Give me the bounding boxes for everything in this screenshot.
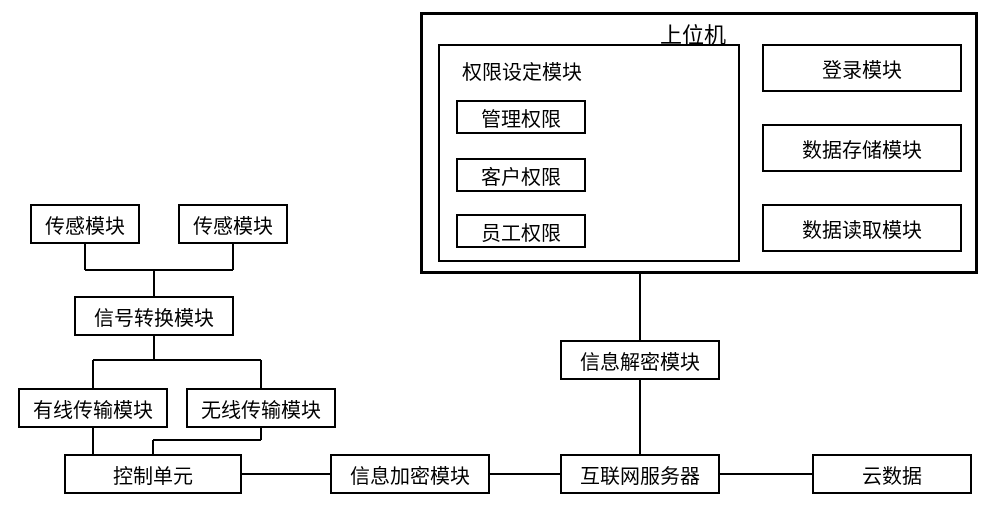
server: 互联网服务器 (560, 454, 720, 494)
server-label: 互联网服务器 (580, 460, 700, 489)
wireless-label: 无线传输模块 (201, 394, 321, 423)
encrypt: 信息加密模块 (330, 454, 490, 494)
perm-customer: 客户权限 (456, 158, 586, 192)
sensor2: 传感模块 (178, 204, 288, 244)
sigconv: 信号转换模块 (74, 296, 234, 336)
login-module: 登录模块 (762, 44, 962, 92)
storage-module-label: 数据存储模块 (802, 134, 922, 163)
storage-module: 数据存储模块 (762, 124, 962, 172)
read-module: 数据读取模块 (762, 204, 962, 252)
login-module-label: 登录模块 (822, 54, 902, 83)
perm-employee-label: 员工权限 (481, 217, 561, 246)
control: 控制单元 (64, 454, 242, 494)
cloud: 云数据 (812, 454, 972, 494)
perm-module-title: 权限设定模块 (462, 56, 582, 85)
perm-customer-label: 客户权限 (481, 161, 561, 190)
decrypt-label: 信息解密模块 (580, 346, 700, 375)
sensor1-label: 传感模块 (45, 210, 125, 239)
sensor2-label: 传感模块 (193, 210, 273, 239)
wireless: 无线传输模块 (186, 388, 336, 428)
decrypt: 信息解密模块 (560, 340, 720, 380)
sensor1: 传感模块 (30, 204, 140, 244)
perm-employee: 员工权限 (456, 214, 586, 248)
sigconv-label: 信号转换模块 (94, 302, 214, 331)
wired-label: 有线传输模块 (33, 394, 153, 423)
perm-admin: 管理权限 (456, 100, 586, 134)
read-module-label: 数据读取模块 (802, 214, 922, 243)
cloud-label: 云数据 (862, 460, 922, 489)
control-label: 控制单元 (113, 460, 193, 489)
wired: 有线传输模块 (18, 388, 168, 428)
encrypt-label: 信息加密模块 (350, 460, 470, 489)
perm-admin-label: 管理权限 (481, 103, 561, 132)
